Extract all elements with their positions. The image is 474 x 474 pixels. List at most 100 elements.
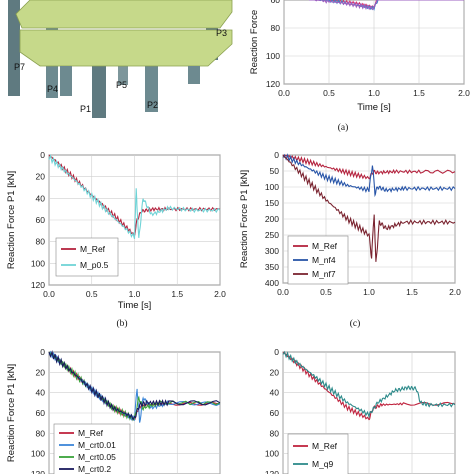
y-tick-label: 60: [36, 215, 46, 225]
y-tick-label: 60: [271, 0, 281, 5]
y-tick-label: 400: [265, 278, 279, 288]
y-tick-label: 0: [40, 150, 45, 160]
y-tick-label: 20: [36, 172, 46, 182]
legend: M_Ref M_p0.5: [55, 237, 119, 277]
x-tick-label: 2.0: [458, 88, 470, 98]
y-tick-label: 100: [31, 449, 45, 459]
y-tick-label: 80: [36, 428, 46, 438]
y-tick-label: 40: [36, 388, 46, 398]
y-axis-label: Reaction Force P1 [kN]: [6, 171, 17, 269]
y-tick-label: 100: [266, 51, 280, 61]
series-line-m-nf4: [282, 153, 456, 198]
x-tick-label: 1.0: [129, 289, 141, 299]
y-tick-label: 0: [40, 347, 45, 357]
legend-label: M_nf4: [312, 255, 336, 265]
chart-e: 0 20 40 60 80 100 120 M_Ref M_q9: [265, 347, 456, 474]
column-label: P5: [116, 80, 127, 90]
x-tick-label: 2.0: [214, 289, 226, 299]
y-tick-label: 120: [31, 469, 45, 474]
y-tick-label: 0: [274, 150, 279, 160]
legend: M_Ref M_crt0.01 M_crt0.05 M_crt0.2: [53, 423, 131, 474]
y-tick-label: 200: [265, 214, 279, 224]
y-tick-label: 120: [266, 79, 280, 89]
y-tick-label: 120: [31, 280, 45, 290]
y-axis-label: Reaction Force P1 [kN]: [239, 170, 250, 268]
y-tick-label: 120: [265, 469, 279, 474]
y-tick-label: 0: [274, 347, 279, 357]
legend: M_Ref M_q9: [287, 433, 349, 474]
y-tick-label: 40: [270, 388, 280, 398]
x-tick-label: 0.5: [86, 289, 98, 299]
column-label: P3: [216, 28, 227, 38]
y-tick-label: 80: [271, 23, 281, 33]
y-tick-label: 100: [265, 449, 279, 459]
column: [60, 66, 72, 96]
x-tick-label: 1.5: [413, 88, 425, 98]
y-tick-label: 40: [36, 193, 46, 203]
x-tick-label: 1.0: [363, 287, 375, 297]
x-axis-label: Time [s]: [118, 300, 151, 311]
caption-c: (c): [350, 318, 361, 329]
legend-box: [287, 433, 349, 474]
caption-b: (b): [116, 318, 127, 329]
column-label: P4: [47, 84, 58, 94]
series-line-m-ref: [282, 351, 456, 421]
legend-label: M_nf7: [312, 269, 336, 279]
series-line-m-q9: [282, 350, 456, 419]
y-tick-label: 60: [270, 408, 280, 418]
legend-label: M_crt0.01: [78, 440, 116, 450]
column-label: P1: [80, 104, 91, 114]
y-tick-label: 80: [270, 428, 280, 438]
structure-illustration: P3 P7 P4 P5 P1 P2: [8, 0, 233, 118]
y-tick-label: 150: [265, 198, 279, 208]
y-tick-label: 50: [270, 166, 280, 176]
upper-slab: [15, 0, 233, 29]
x-tick-label: 0.0: [278, 88, 290, 98]
legend: M_Ref M_nf4 M_nf7: [287, 235, 349, 285]
y-axis-label: Reaction Force: [249, 10, 260, 74]
y-tick-label: 80: [36, 237, 46, 247]
y-tick-label: 60: [36, 408, 46, 418]
series-line-m-crt0-2: [48, 350, 221, 421]
series-line-m-p0-5: [48, 153, 221, 240]
legend-label: M_Ref: [78, 428, 104, 438]
x-tick-label: 0.0: [277, 287, 289, 297]
column: [8, 0, 20, 96]
x-tick-label: 1.5: [406, 287, 418, 297]
y-tick-label: 20: [36, 367, 46, 377]
series-line-0: [309, 0, 464, 8]
x-tick-label: 1.5: [171, 289, 183, 299]
x-tick-label: 0.5: [320, 287, 332, 297]
series-line-2: [309, 0, 464, 11]
legend-label: M_crt0.05: [78, 452, 116, 462]
y-tick-label: 300: [265, 246, 279, 256]
x-axis-label: Time [s]: [357, 102, 390, 113]
y-axis-label: Reaction Force P1 [kN]: [6, 364, 17, 462]
x-tick-label: 1.0: [368, 88, 380, 98]
column-label: P7: [14, 62, 25, 72]
legend-label: M_Ref: [80, 244, 106, 254]
legend-label: M_Ref: [312, 441, 338, 451]
legend-box: [55, 237, 119, 277]
x-tick-label: 0.0: [43, 289, 55, 299]
y-tick-label: 350: [265, 262, 279, 272]
caption-a: (a): [338, 122, 349, 133]
y-tick-label: 100: [265, 182, 279, 192]
x-tick-label: 2.0: [449, 287, 461, 297]
y-tick-label: 100: [31, 258, 45, 268]
y-tick-label: 250: [265, 230, 279, 240]
chart-d: 0 20 40 60 80 100 120 Reaction Force P1 [kN] M_R…: [6, 347, 221, 474]
series-line-m-nf7: [282, 154, 456, 262]
lower-slab: [19, 29, 233, 67]
legend-label: M_q9: [312, 459, 334, 469]
column: [188, 66, 200, 84]
column-label: P2: [147, 100, 158, 110]
legend-label: M_Ref: [312, 241, 338, 251]
x-tick-label: 0.5: [323, 88, 335, 98]
legend-label: M_crt0.2: [78, 464, 111, 474]
